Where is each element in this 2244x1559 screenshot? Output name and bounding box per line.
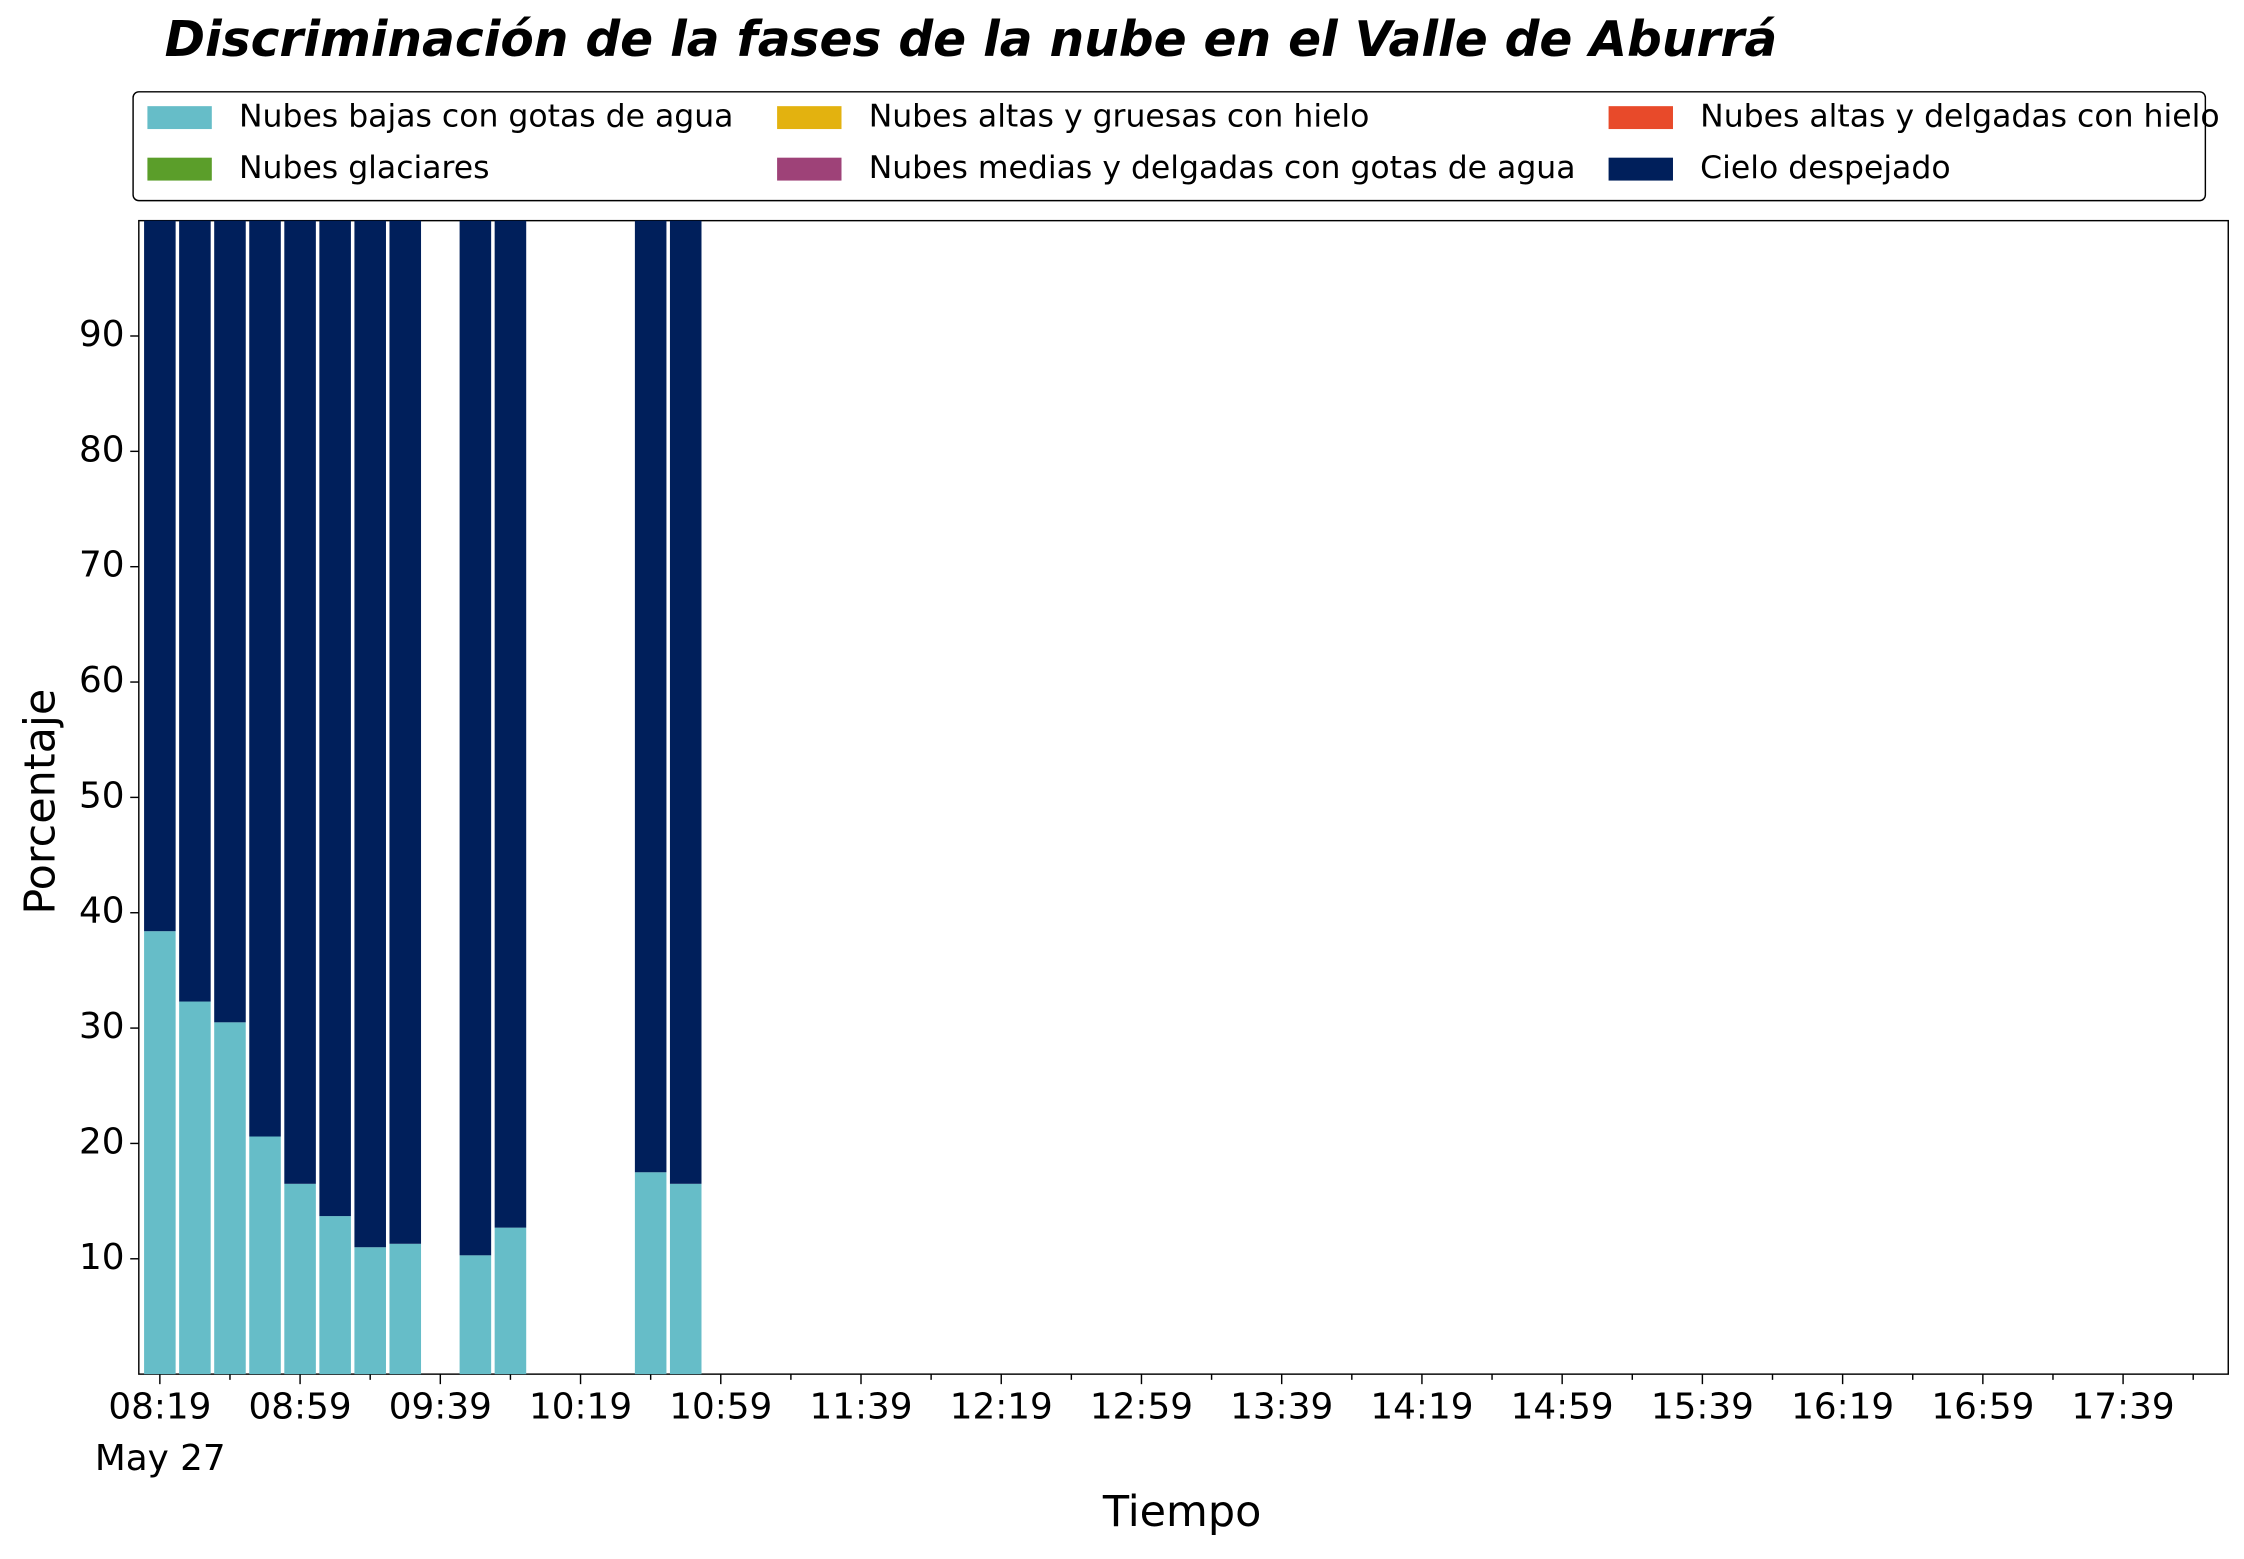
y-tick-label: 60 (79, 660, 125, 701)
y-tick-label: 40 (79, 891, 125, 932)
bar-segment (354, 1247, 386, 1375)
bar-segment (389, 220, 422, 1244)
bar-segment (634, 1172, 667, 1375)
bar-segment (494, 220, 527, 1228)
x-tick-label: 14:19 (1370, 1386, 1473, 1427)
bar-segment (319, 1216, 351, 1375)
x-tick-label: 16:59 (1931, 1386, 2034, 1427)
plot-frame (138, 219, 2229, 1375)
x-tick-label: 13:39 (1230, 1386, 1333, 1427)
x-tick-label: 14:59 (1511, 1386, 1614, 1427)
y-tick-label: 90 (79, 314, 125, 355)
legend-swatch (1608, 106, 1673, 130)
legend-label: Nubes bajas con gotas de agua (239, 99, 733, 135)
legend-label: Cielo despejado (1700, 150, 1950, 186)
bar-segment (634, 220, 667, 1173)
x-tick-label: 17:39 (2072, 1386, 2175, 1427)
legend-label: Nubes glaciares (239, 150, 490, 186)
legend-swatch (147, 157, 212, 181)
y-tick-label: 50 (79, 775, 125, 816)
bar-segment (214, 220, 246, 1023)
bar-segment (249, 220, 281, 1137)
bar-segment (459, 1255, 492, 1375)
legend-label: Nubes altas y gruesas con hielo (869, 99, 1370, 135)
x-tick-label: 10:19 (529, 1386, 632, 1427)
y-tick-label: 70 (79, 545, 125, 586)
bar-segment (284, 220, 316, 1184)
legend-label: Nubes altas y delgadas con hielo (1700, 99, 2219, 135)
x-tick-label: 11:39 (809, 1386, 912, 1427)
legend-label: Nubes medias y delgadas con gotas de agu… (869, 150, 1576, 186)
bar-segment (669, 1183, 702, 1375)
date-label: May 27 (95, 1438, 226, 1479)
bar-segment (459, 220, 492, 1256)
x-tick-label: 12:59 (1090, 1386, 1193, 1427)
legend-swatch (777, 106, 842, 130)
y-tick-label: 80 (79, 429, 125, 470)
legend-box (132, 91, 2207, 202)
y-tick-label: 30 (79, 1006, 125, 1047)
y-axis-label: Porcentaje (15, 689, 65, 915)
x-axis-label: Tiempo (1102, 1487, 1262, 1537)
bar-segment (354, 220, 386, 1248)
x-tick-label: 12:19 (950, 1386, 1053, 1427)
x-tick-label: 08:19 (108, 1386, 211, 1427)
bar-segment (179, 1001, 211, 1375)
bar-segment (144, 220, 176, 932)
bar-segment (669, 220, 702, 1184)
bar-segment (249, 1136, 281, 1375)
bar-segment (319, 220, 351, 1217)
legend-swatch (147, 106, 212, 130)
legend-swatch (1608, 157, 1673, 181)
x-tick-label: 15:39 (1651, 1386, 1754, 1427)
x-tick-label: 16:19 (1791, 1386, 1894, 1427)
x-tick-label: 09:39 (389, 1386, 492, 1427)
chart-title: Discriminación de la fases de la nube en… (165, 12, 1778, 68)
x-tick-label: 08:59 (249, 1386, 352, 1427)
x-tick-label: 10:59 (669, 1386, 772, 1427)
y-tick-label: 10 (79, 1237, 125, 1278)
bar-segment (284, 1183, 316, 1375)
bar-segment (389, 1243, 422, 1375)
bar-segment (214, 1022, 246, 1375)
bar-segment (179, 220, 211, 1002)
bar-segment (144, 931, 176, 1375)
legend-swatch (777, 157, 842, 181)
bar-segment (494, 1227, 527, 1375)
y-tick-label: 20 (79, 1121, 125, 1162)
